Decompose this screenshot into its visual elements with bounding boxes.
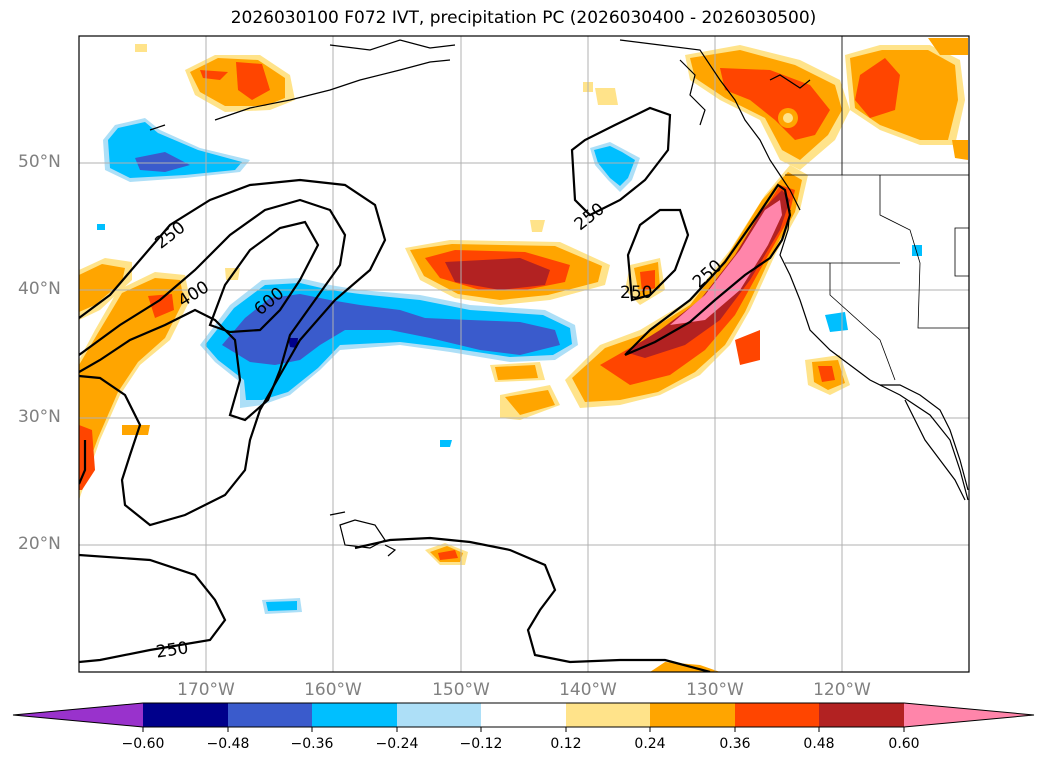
colorbar-tick-label: 0.36 xyxy=(719,736,751,752)
colorbar-bin xyxy=(650,703,735,727)
state-borders xyxy=(785,36,970,381)
colorbar-tick-label: 0.24 xyxy=(634,736,666,752)
positive-anomaly-central-pacific xyxy=(405,240,610,305)
contour-label-250-south: 250 xyxy=(155,638,190,662)
colorbar-bin xyxy=(397,703,481,727)
lon-label-140w: 140°W xyxy=(559,680,617,700)
colorbar-tick-label: 0.48 xyxy=(803,736,835,752)
negative-anomaly-north xyxy=(97,118,922,614)
lon-label-130w: 130°W xyxy=(686,680,744,700)
colorbar-tick-label: −0.60 xyxy=(121,736,165,752)
colorbar-extend-low xyxy=(13,703,143,727)
colorbar-tick-label: 0.12 xyxy=(550,736,582,752)
lat-label-20n: 20°N xyxy=(18,534,61,554)
plot-frame xyxy=(78,35,970,673)
colorbar-bin xyxy=(819,703,904,727)
contour-label-250-river-inner: 250 xyxy=(620,283,652,303)
lon-label-120w: 120°W xyxy=(813,680,871,700)
colorbar-bin xyxy=(481,703,566,727)
grid-lines xyxy=(79,36,969,672)
positive-anomaly-gulf-of-alaska xyxy=(685,38,968,170)
lat-label-50n: 50°N xyxy=(18,152,61,172)
colorbar-tick-label: −0.48 xyxy=(206,736,250,752)
map-title: 2026030100 F072 IVT, precipitation PC (2… xyxy=(230,8,817,28)
positive-anomaly-south xyxy=(135,44,720,672)
colorbar-tick-label: −0.24 xyxy=(375,736,419,752)
lon-label-160w: 160°W xyxy=(304,680,362,700)
positive-anomaly-west-edge xyxy=(79,258,240,500)
ivt-contours xyxy=(79,106,792,672)
positive-anomaly-north-pacific xyxy=(185,55,295,112)
lon-label-150w: 150°W xyxy=(432,680,490,700)
lon-label-170w: 170°W xyxy=(177,680,235,700)
colorbar-bin xyxy=(143,703,228,727)
lat-label-40n: 40°N xyxy=(18,279,61,299)
colorbar xyxy=(12,702,1035,732)
colorbar-bin xyxy=(228,703,312,727)
lat-label-30n: 30°N xyxy=(18,407,61,427)
colorbar-tick-label: −0.12 xyxy=(459,736,503,752)
colorbar-bin xyxy=(735,703,819,727)
colorbar-extend-high xyxy=(904,703,1034,727)
coastline-layer xyxy=(149,39,969,557)
colorbar-tick-label: 0.60 xyxy=(888,736,920,752)
positive-anomaly-atmospheric-river xyxy=(490,165,850,420)
colorbar-bin xyxy=(312,703,397,727)
colorbar-bin xyxy=(566,703,650,727)
colorbar-tick-label: −0.36 xyxy=(290,736,334,752)
